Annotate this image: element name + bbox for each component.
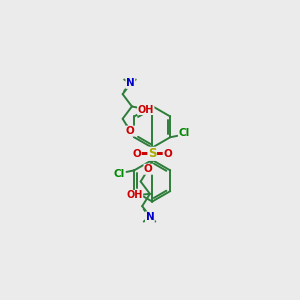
- Text: N: N: [146, 212, 154, 222]
- Text: S: S: [148, 147, 157, 160]
- Text: N: N: [126, 78, 135, 88]
- Text: O: O: [144, 164, 153, 174]
- Text: O: O: [132, 149, 141, 159]
- Text: O: O: [163, 149, 172, 159]
- Text: Cl: Cl: [178, 128, 190, 138]
- Text: O: O: [126, 126, 135, 136]
- Text: OH: OH: [126, 190, 143, 200]
- Text: OH: OH: [138, 104, 154, 115]
- Text: Cl: Cl: [113, 169, 124, 179]
